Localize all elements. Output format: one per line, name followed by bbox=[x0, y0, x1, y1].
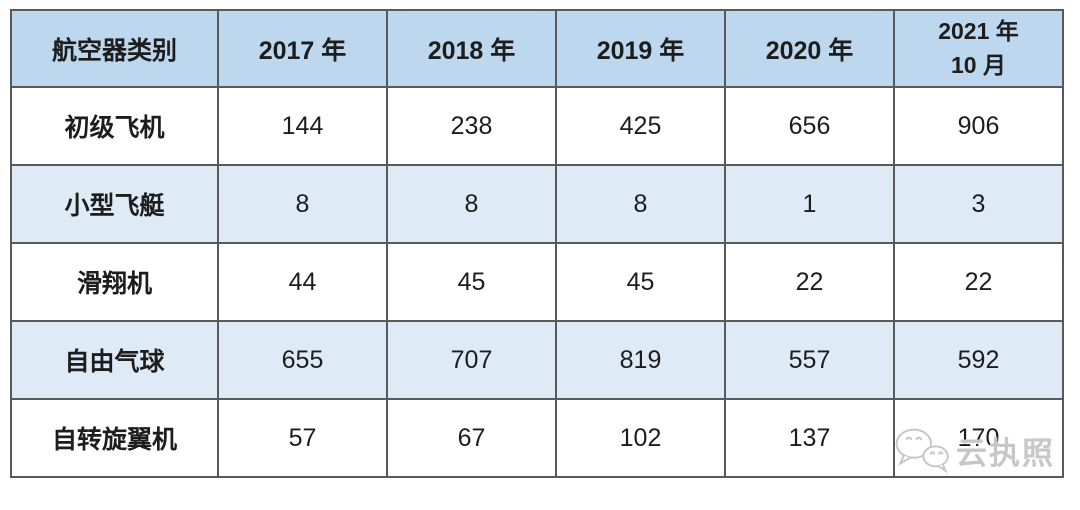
table-cell: 819 bbox=[555, 320, 726, 400]
column-header: 2020 年 bbox=[724, 9, 895, 88]
row-label: 自由气球 bbox=[10, 320, 219, 400]
table-cell: 8 bbox=[555, 164, 726, 244]
table-cell: 707 bbox=[386, 320, 557, 400]
column-header: 2021 年 10 月 bbox=[893, 9, 1064, 88]
table-cell: 656 bbox=[724, 86, 895, 166]
row-label: 自转旋翼机 bbox=[10, 398, 219, 478]
column-header: 2017 年 bbox=[217, 9, 388, 88]
table-cell: 238 bbox=[386, 86, 557, 166]
table-cell: 45 bbox=[555, 242, 726, 322]
table-row: 滑翔机 44 45 45 22 22 bbox=[10, 242, 1064, 322]
table-cell: 137 bbox=[724, 398, 895, 478]
table-cell: 592 bbox=[893, 320, 1064, 400]
table-cell: 170 bbox=[893, 398, 1064, 478]
table-cell: 557 bbox=[724, 320, 895, 400]
table-cell: 57 bbox=[217, 398, 388, 478]
row-label: 初级飞机 bbox=[10, 86, 219, 166]
table-cell: 655 bbox=[217, 320, 388, 400]
table-cell: 44 bbox=[217, 242, 388, 322]
table-row: 自转旋翼机 57 67 102 137 170 bbox=[10, 398, 1064, 478]
column-header: 航空器类别 bbox=[10, 9, 219, 88]
table-cell: 67 bbox=[386, 398, 557, 478]
table-row: 小型飞艇 8 8 8 1 3 bbox=[10, 164, 1064, 244]
aircraft-registration-table: 航空器类别 2017 年 2018 年 2019 年 2020 年 2021 年 10 月 … bbox=[10, 9, 1064, 478]
table-cell: 1 bbox=[724, 164, 895, 244]
table-cell: 45 bbox=[386, 242, 557, 322]
table-cell: 102 bbox=[555, 398, 726, 478]
row-label: 小型飞艇 bbox=[10, 164, 219, 244]
table-cell: 425 bbox=[555, 86, 726, 166]
column-header: 2019 年 bbox=[555, 9, 726, 88]
table-cell: 906 bbox=[893, 86, 1064, 166]
column-header: 2018 年 bbox=[386, 9, 557, 88]
table-cell: 144 bbox=[217, 86, 388, 166]
header-row: 航空器类别 2017 年 2018 年 2019 年 2020 年 2021 年 10 月 bbox=[10, 9, 1064, 88]
table-row: 自由气球 655 707 819 557 592 bbox=[10, 320, 1064, 400]
table-cell: 22 bbox=[893, 242, 1064, 322]
table-cell: 3 bbox=[893, 164, 1064, 244]
table-cell: 22 bbox=[724, 242, 895, 322]
table-row: 初级飞机 144 238 425 656 906 bbox=[10, 86, 1064, 166]
table-cell: 8 bbox=[386, 164, 557, 244]
table-cell: 8 bbox=[217, 164, 388, 244]
row-label: 滑翔机 bbox=[10, 242, 219, 322]
table-body: 初级飞机 144 238 425 656 906 小型飞艇 8 8 8 1 3 滑翔机 44 45 45 22 2… bbox=[10, 86, 1064, 478]
table-header: 航空器类别 2017 年 2018 年 2019 年 2020 年 2021 年 10 月 bbox=[10, 9, 1064, 88]
